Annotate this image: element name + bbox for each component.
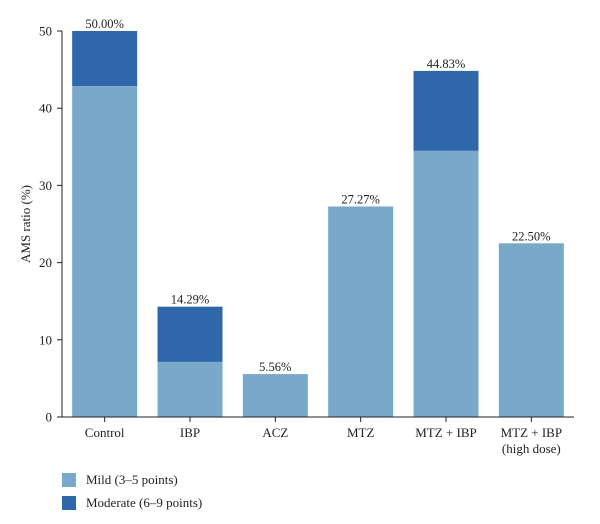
data-label-1: 14.29% [171,293,210,307]
x-tick-label-line: ACZ [262,425,288,440]
x-tick-label-line: Control [85,425,125,440]
y-tick-label-40: 40 [39,101,52,116]
y-tick-label-10: 10 [39,332,52,347]
x-tick-label-line: MTZ [347,425,375,440]
x-tick-label-1: IBP [180,425,200,440]
data-labels: 50.00% 14.29% 5.56% 27.27% 44.83% 22.50% [85,17,550,374]
bar-mild-1 [157,361,223,417]
data-label-3: 27.27% [341,192,380,206]
bar-mild-5 [498,243,564,417]
legend-item-moderate: Moderate (6–9 points) [62,493,202,513]
legend-label-moderate: Moderate (6–9 points) [86,495,203,510]
bar-moderate-1 [157,306,223,362]
bar-mild-0 [72,86,138,418]
x-tick-label-0: Control [85,425,125,440]
data-label-0: 50.00% [85,17,124,31]
x-tick-label-5: MTZ + IBP (high dose) [501,425,563,456]
legend-swatch-mild [62,473,76,487]
data-label-2: 5.56% [259,360,291,374]
x-tick-label-line: (high dose) [502,441,561,456]
data-label-5: 22.50% [512,229,551,243]
x-tick-label-line: MTZ + IBP [415,425,477,440]
bar-moderate-0 [72,31,138,87]
y-tick-label-0: 0 [46,410,53,425]
data-label-4: 44.83% [427,57,466,71]
legend: Mild (3–5 points) Moderate (6–9 points) [62,470,202,516]
x-tick-label-2: ACZ [262,425,288,440]
y-tick-label-50: 50 [39,24,52,39]
legend-swatch-moderate [62,496,76,510]
bar-mild-4 [413,150,479,418]
bar-mild-2 [242,374,308,417]
chart: AMS ratio (%) 0 10 20 30 40 50 Control IBP ACZ M… [18,17,574,456]
x-tick-label-line: IBP [180,425,200,440]
bars [72,31,564,418]
y-tick-label-20: 20 [39,255,52,270]
x-axis: Control IBP ACZ MTZ MTZ + IBP MTZ + IBP (high … [62,416,574,456]
y-axis: 0 10 20 30 40 50 [39,24,63,425]
legend-item-mild: Mild (3–5 points) [62,470,202,490]
bar-mild-3 [328,206,394,417]
x-tick-label-3: MTZ [347,425,375,440]
x-tick-label-line: MTZ + IBP [501,425,563,440]
legend-label-mild: Mild (3–5 points) [86,472,178,487]
y-axis-title: AMS ratio (%) [18,185,33,263]
bar-moderate-4 [413,70,479,151]
x-tick-label-4: MTZ + IBP [415,425,477,440]
y-tick-label-30: 30 [39,178,52,193]
